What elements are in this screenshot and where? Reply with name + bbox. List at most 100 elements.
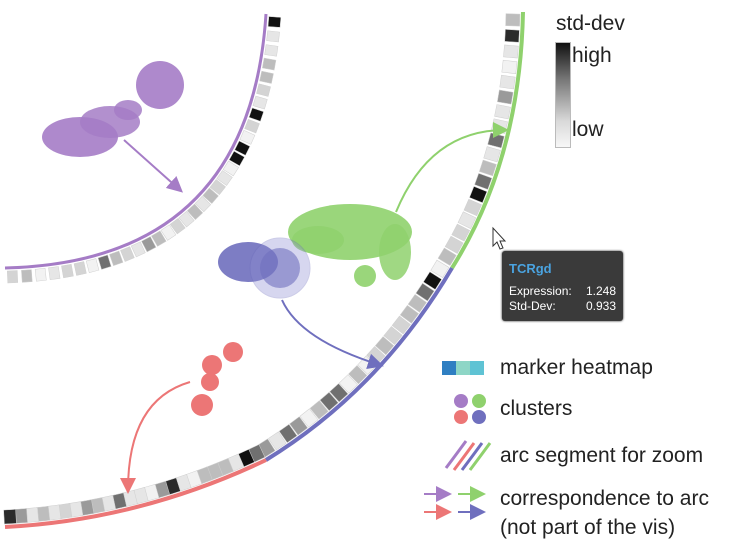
heatmap-cell <box>244 118 260 134</box>
tooltip-stddev-row: Std-Dev: 0.933 <box>509 299 616 313</box>
stddev-gradient-bar <box>555 42 571 148</box>
heatmap-cell <box>374 336 395 356</box>
outer-red-arc[interactable] <box>4 458 267 529</box>
heatmap-cell <box>216 170 233 186</box>
green-cluster[interactable] <box>288 204 412 287</box>
tooltip-expression-value: 1.248 <box>585 284 616 298</box>
heatmap-cell <box>483 146 501 163</box>
green-correspondence-arrow <box>395 122 509 213</box>
clusters-icon <box>454 394 486 424</box>
heatmap-cell <box>186 203 204 220</box>
heatmap-cell <box>457 211 477 229</box>
heatmap-cell <box>228 150 245 167</box>
heatmap-cell <box>299 408 319 428</box>
heatmap-cell <box>444 235 464 254</box>
heatmap-cell <box>474 173 493 190</box>
heatmap-cell <box>141 236 157 253</box>
heatmap-cell <box>178 211 195 228</box>
heatmap-cell <box>256 83 271 97</box>
heatmap-cell <box>423 271 442 290</box>
stddev-legend-title: std-dev <box>556 12 625 35</box>
heatmap-cell <box>497 89 514 105</box>
heatmap-cell <box>278 423 298 444</box>
heatmap-cell <box>160 224 177 241</box>
heatmap-cell <box>399 304 419 324</box>
arc-segment-icon <box>444 440 492 471</box>
heatmap-cell <box>348 365 368 385</box>
heatmap-cell <box>264 44 279 57</box>
tooltip-stddev-value: 0.933 <box>585 299 616 313</box>
correspondence-arrows-icon <box>424 486 486 520</box>
heatmap-cell <box>437 247 457 266</box>
heatmap-cell <box>73 261 87 276</box>
heatmap-cell <box>451 223 471 242</box>
legend-arc-segment-text: arc segment for zoom <box>500 444 704 467</box>
red-cluster[interactable] <box>191 342 243 416</box>
legend-not-part-text: (not part of the vis) <box>500 516 676 539</box>
blue-cluster[interactable] <box>218 237 311 299</box>
heatmap-cell <box>3 509 17 525</box>
inner-arc-heatmap <box>7 16 282 284</box>
legend-correspondence-text: correspondence to arc <box>500 487 709 510</box>
heatmap-cell <box>266 30 280 43</box>
heatmap-cell <box>222 160 239 177</box>
heatmap-cell <box>309 400 329 420</box>
heatmap-cell <box>202 187 219 204</box>
mouse-cursor-icon <box>492 226 507 250</box>
tooltip-stddev-label: Std-Dev: <box>509 299 556 313</box>
heatmap-cell <box>503 44 519 59</box>
heatmap-cell <box>407 294 427 313</box>
heatmap-cell <box>338 374 358 394</box>
heatmap-cell <box>234 140 251 156</box>
outer-arc-heatmap <box>3 13 521 525</box>
heatmap-cell <box>499 74 516 90</box>
heatmap-cell <box>85 258 100 273</box>
heatmap-cell <box>319 391 339 412</box>
heatmap-cell <box>194 195 212 213</box>
heatmap-cell <box>329 383 349 403</box>
stddev-high-label: high <box>572 44 612 67</box>
heatmap-cell <box>130 241 146 258</box>
heatmap-cell <box>248 107 264 122</box>
heatmap-cell <box>479 159 497 177</box>
marker-tooltip: TCRgd Expression: 1.248 Std-Dev: 0.933 <box>502 251 623 321</box>
outer-green-arc[interactable] <box>450 11 525 270</box>
heatmap-cell <box>415 282 435 302</box>
heatmap-cell <box>259 70 274 84</box>
heatmap-cell <box>463 198 482 217</box>
tooltip-expression-row: Expression: 1.248 <box>509 284 616 298</box>
heatmap-cell <box>289 416 308 436</box>
heatmap-cell <box>262 57 277 71</box>
stddev-low-label: low <box>572 118 604 141</box>
heatmap-cell <box>267 16 282 28</box>
heatmap-cell <box>120 246 135 262</box>
heatmap-cell <box>505 13 521 27</box>
inner-purple-arc[interactable] <box>4 13 268 270</box>
legend-marker-heatmap-text: marker heatmap <box>500 356 653 379</box>
heatmap-cell <box>469 186 488 204</box>
heatmap-cell <box>268 431 287 451</box>
heatmap-cell <box>487 132 505 149</box>
heatmap-cell <box>151 230 167 247</box>
heatmap-cell <box>21 269 33 283</box>
heatmap-cell <box>391 315 411 335</box>
heatmap-cell <box>239 130 256 145</box>
tooltip-marker-name: TCRgd <box>509 261 552 276</box>
heatmap-cell <box>34 267 47 282</box>
heatmap-cell <box>61 263 74 279</box>
red-correspondence-arrow <box>120 381 191 494</box>
heatmap-cell <box>48 266 61 281</box>
heatmap-cell <box>430 259 450 278</box>
legend-clusters-text: clusters <box>500 397 573 420</box>
heatmap-cell <box>97 254 112 270</box>
purple-cluster[interactable] <box>42 61 184 157</box>
outer-blue-arc[interactable] <box>264 266 454 462</box>
heatmap-cell <box>7 270 19 284</box>
blue-correspondence-arrow <box>281 299 384 370</box>
heatmap-cell <box>252 95 268 110</box>
heatmap-cell <box>383 326 403 345</box>
tooltip-expression-label: Expression: <box>509 284 572 298</box>
heatmap-cell <box>501 59 518 74</box>
marker-heatmap-icon <box>442 361 484 375</box>
